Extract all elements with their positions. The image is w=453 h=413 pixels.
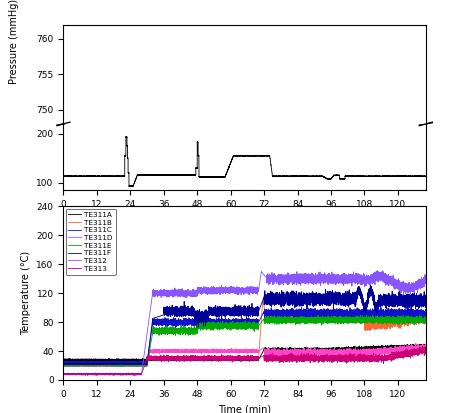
TE311A (410, 342, 416, 347)
TE311A (423, 343, 429, 348)
TE311B (114, 359, 120, 364)
TE311B (61, 360, 66, 365)
TE312 (94, 373, 100, 378)
TE311F (423, 300, 429, 305)
TE311E (114, 363, 120, 368)
TE311D (61, 363, 66, 368)
Line: TE311C: TE311C (63, 307, 426, 363)
TE312 (423, 276, 429, 281)
X-axis label: Time (min): Time (min) (218, 404, 271, 413)
TE311C (393, 309, 398, 314)
TE311A (109, 357, 114, 362)
TE311D (129, 364, 134, 369)
TE313 (61, 371, 66, 376)
TE311E (226, 323, 231, 328)
TE311D (393, 348, 398, 353)
Line: TE311F: TE311F (63, 285, 426, 365)
TE313 (109, 372, 114, 377)
TE312 (109, 372, 114, 377)
TE313 (393, 353, 398, 358)
TE311B (125, 360, 131, 365)
X-axis label: Time (h): Time (h) (224, 214, 265, 224)
TE312 (114, 372, 120, 377)
TE311C (61, 359, 66, 364)
TE311C (114, 359, 120, 364)
TE311E (393, 317, 398, 322)
TE311C (185, 318, 191, 323)
TE311F (228, 306, 234, 311)
TE313 (228, 356, 234, 361)
TE311E (77, 364, 82, 369)
TE313 (114, 372, 120, 377)
Line: TE312: TE312 (63, 271, 426, 375)
Line: TE311D: TE311D (63, 343, 426, 367)
TE312 (226, 286, 231, 291)
TE311D (185, 348, 191, 353)
TE311D (228, 349, 234, 354)
TE311E (423, 318, 429, 323)
TE312 (185, 290, 191, 295)
TE311C (112, 360, 118, 365)
TE311D (413, 341, 419, 346)
TE311D (109, 363, 114, 368)
Legend: TE311A, TE311B, TE311C, TE311D, TE311E, TE311F, TE312, TE313: TE311A, TE311B, TE311C, TE311D, TE311E, … (66, 209, 116, 275)
TE311B (393, 316, 398, 321)
TE311F (367, 282, 373, 287)
TE311E (185, 330, 191, 335)
TE313 (419, 344, 425, 349)
TE311D (423, 345, 429, 350)
TE311B (423, 315, 429, 320)
TE311F (114, 362, 120, 367)
Line: TE311E: TE311E (63, 315, 426, 366)
TE311A (114, 357, 120, 362)
TE311F (185, 309, 191, 314)
TE313 (107, 373, 112, 377)
TE311B (109, 359, 114, 364)
TE312 (61, 371, 66, 376)
TE311C (226, 321, 231, 326)
TE313 (185, 356, 191, 361)
TE311A (226, 357, 231, 362)
TE311A (61, 357, 66, 362)
TE311A (185, 358, 191, 363)
TE311A (393, 344, 398, 349)
TE311C (228, 319, 234, 324)
TE313 (423, 348, 429, 353)
TE312 (228, 290, 234, 295)
TE312 (393, 279, 398, 284)
Text: Pressure (mmHg): Pressure (mmHg) (9, 0, 19, 84)
Line: TE311A: TE311A (63, 344, 426, 361)
TE311E (109, 363, 114, 368)
TE311B (260, 298, 265, 303)
TE311D (226, 349, 231, 354)
TE311F (109, 361, 114, 366)
TE311A (247, 358, 252, 363)
TE311C (109, 359, 114, 364)
Line: TE311B: TE311B (63, 301, 426, 363)
TE312 (375, 268, 380, 273)
TE311E (364, 313, 369, 318)
TE311F (226, 311, 231, 316)
TE311F (61, 361, 66, 366)
TE311E (61, 363, 66, 368)
TE311B (226, 356, 231, 361)
TE311F (137, 362, 142, 367)
TE311C (423, 311, 429, 316)
TE311B (185, 356, 191, 361)
TE311A (228, 357, 234, 362)
TE311F (393, 296, 398, 301)
Line: TE313: TE313 (63, 346, 426, 375)
TE311B (228, 356, 234, 361)
Y-axis label: Temperature (°C): Temperature (°C) (21, 251, 31, 335)
TE311E (228, 325, 234, 330)
TE313 (226, 357, 231, 362)
TE311D (114, 363, 120, 368)
TE311C (378, 304, 384, 309)
